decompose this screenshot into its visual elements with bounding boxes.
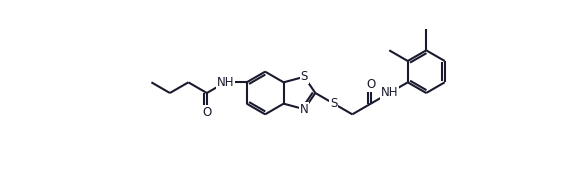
Text: O: O [366,78,376,91]
Text: S: S [300,70,308,83]
Text: S: S [330,97,337,110]
Text: NH: NH [381,87,398,100]
Text: O: O [202,106,212,119]
Text: NH: NH [217,76,234,89]
Text: N: N [300,103,308,116]
